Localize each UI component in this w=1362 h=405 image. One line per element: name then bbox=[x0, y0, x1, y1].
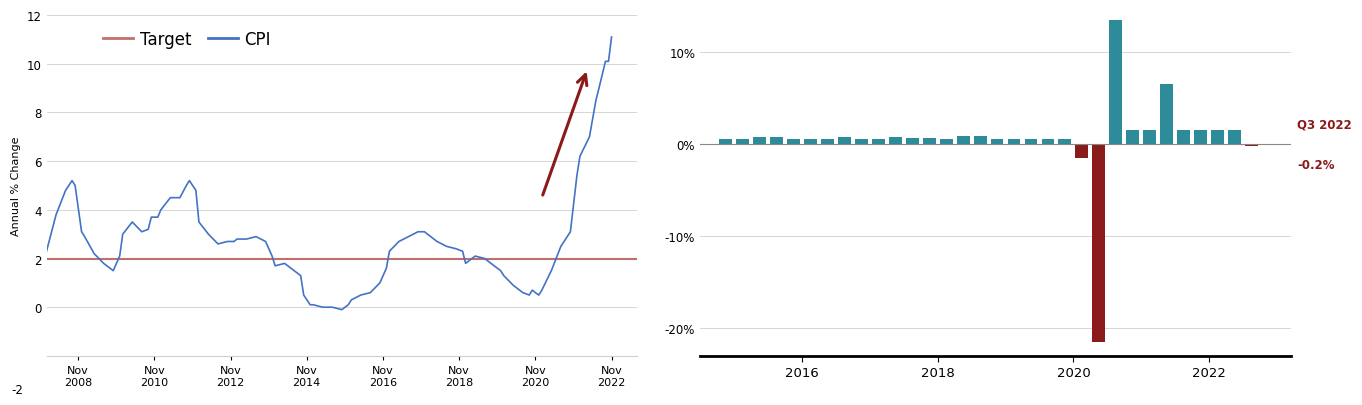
Y-axis label: Annual % Change: Annual % Change bbox=[11, 136, 22, 236]
Bar bbox=[770, 137, 783, 145]
Bar bbox=[1092, 145, 1106, 342]
Bar bbox=[1008, 140, 1020, 145]
Bar bbox=[1245, 145, 1258, 147]
Bar bbox=[990, 140, 1004, 145]
Bar bbox=[1024, 140, 1038, 145]
Bar bbox=[855, 139, 868, 145]
Bar bbox=[1110, 21, 1122, 145]
Bar bbox=[753, 137, 765, 145]
Text: Q3 2022: Q3 2022 bbox=[1298, 118, 1352, 131]
Bar bbox=[787, 140, 799, 145]
Text: -2: -2 bbox=[11, 383, 23, 396]
Text: -0.2%: -0.2% bbox=[1298, 158, 1335, 171]
Bar bbox=[1143, 131, 1156, 145]
Bar bbox=[940, 139, 952, 145]
Bar bbox=[1126, 131, 1139, 145]
Bar bbox=[1177, 131, 1190, 145]
Bar bbox=[838, 137, 851, 145]
Bar bbox=[906, 138, 918, 145]
Bar bbox=[735, 140, 749, 145]
Bar bbox=[1211, 131, 1224, 145]
Bar bbox=[1194, 131, 1207, 145]
Legend: Target, CPI: Target, CPI bbox=[97, 24, 278, 55]
Bar bbox=[974, 136, 986, 145]
Bar bbox=[1160, 85, 1173, 145]
Bar bbox=[804, 140, 817, 145]
Bar bbox=[1042, 140, 1054, 145]
Bar bbox=[956, 136, 970, 145]
Bar bbox=[821, 140, 834, 145]
Bar bbox=[719, 140, 731, 145]
Bar bbox=[872, 140, 885, 145]
Bar bbox=[889, 137, 902, 145]
Bar bbox=[1076, 145, 1088, 158]
Bar bbox=[1058, 140, 1072, 145]
Bar bbox=[1229, 131, 1241, 145]
Bar bbox=[922, 138, 936, 145]
